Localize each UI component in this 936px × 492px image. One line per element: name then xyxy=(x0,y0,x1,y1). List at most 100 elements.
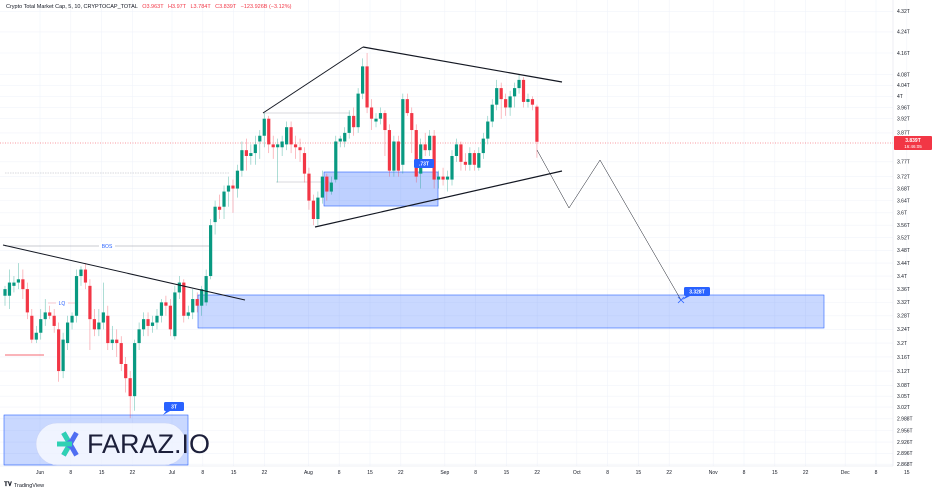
candle-body xyxy=(25,289,29,313)
candle xyxy=(361,58,365,100)
candle-body xyxy=(512,88,517,97)
candle-body xyxy=(481,138,485,154)
tradingview-logo-icon: 𝐓𝐕 xyxy=(4,482,12,488)
candle xyxy=(311,194,316,226)
candle xyxy=(459,141,463,171)
candle-body xyxy=(361,66,365,94)
candle xyxy=(401,93,405,174)
demand-zone-mid[interactable] xyxy=(323,171,439,207)
price-tick-label: 3.05T xyxy=(897,394,910,400)
candle xyxy=(490,99,494,128)
time-tick-label: 22 xyxy=(130,470,136,476)
svg-text:3.328T: 3.328T xyxy=(689,290,705,296)
candle-body xyxy=(70,315,74,323)
price-tick-label: 3.92T xyxy=(897,116,910,122)
price-tick-label: 4.04T xyxy=(897,83,910,89)
price-tick-label: 2.896T xyxy=(897,451,913,457)
candle xyxy=(119,336,123,372)
price-axis[interactable]: 4.32T 4.24T 4.16T 4.08T 4.04T 4T 3.96T 3.92T 3.8… xyxy=(897,9,913,468)
time-tick-label: 15 xyxy=(367,470,373,476)
candle-body xyxy=(253,144,257,154)
candle xyxy=(307,167,311,210)
symbol-legend[interactable]: Crypto Total Market Cap, 5, 10, CRYPTOCA… xyxy=(6,4,291,10)
price-tick-label: 3.44T xyxy=(897,261,910,267)
candle-body xyxy=(356,93,360,128)
tradingview-label: TradingView xyxy=(13,482,45,489)
candle-body xyxy=(173,292,177,337)
price-tick-label: 3.77T xyxy=(897,160,910,166)
candle-body xyxy=(128,378,132,397)
candle-body xyxy=(240,150,244,171)
tradingview-brand[interactable]: 𝐓𝐕 TradingView xyxy=(4,482,44,489)
lq-label: LQ xyxy=(59,301,66,307)
candle xyxy=(450,150,454,186)
candle-body xyxy=(521,79,526,102)
candle-body xyxy=(352,115,356,128)
candle xyxy=(137,322,141,351)
downtrend-line[interactable] xyxy=(2,244,246,301)
time-tick-label: 8 xyxy=(875,470,878,476)
candle xyxy=(535,104,539,158)
bos-label: BOS xyxy=(102,244,113,250)
candle-body xyxy=(325,176,329,192)
candle-body xyxy=(347,115,351,133)
time-axis[interactable]: Jun 8 15 22 Jul 8 15 22 Aug 8 15 22 Sep 8 15 22 Oct 8 15 22… xyxy=(36,470,910,476)
ohlc-close: C3.839T xyxy=(215,4,237,10)
target-x-marker xyxy=(677,296,685,304)
triangle-left-line[interactable] xyxy=(262,46,364,114)
candle xyxy=(25,282,29,320)
candle-body xyxy=(486,121,490,139)
candle xyxy=(253,135,257,165)
candle-body xyxy=(396,141,400,171)
time-tick-label: 8 xyxy=(474,470,477,476)
candle-body xyxy=(3,289,7,296)
candle xyxy=(173,285,177,340)
candle xyxy=(16,263,21,290)
candle-body xyxy=(271,144,275,148)
candle-body xyxy=(517,79,521,89)
candle-body xyxy=(30,315,34,340)
candle xyxy=(79,266,83,286)
price-tick-label: 4.24T xyxy=(897,30,910,36)
candle-body xyxy=(249,153,253,156)
candle xyxy=(61,332,65,379)
candle xyxy=(3,285,7,306)
price-tick-label: 3.87T xyxy=(897,131,910,137)
candle xyxy=(271,135,275,159)
candle-body xyxy=(428,135,432,151)
candle-body xyxy=(92,319,96,330)
time-tick-label: 22 xyxy=(262,470,268,476)
symbol-title: Crypto Total Market Cap, 5, 10, CRYPTOCA… xyxy=(6,4,138,10)
candle xyxy=(334,135,338,183)
grid xyxy=(0,0,908,466)
price-tick-label: 3.4T xyxy=(897,274,907,280)
svg-text:.73T: .73T xyxy=(419,162,429,168)
demand-zone-main[interactable] xyxy=(197,294,825,329)
candle-body xyxy=(508,96,512,108)
candle-body xyxy=(97,322,101,330)
projection-path[interactable] xyxy=(536,149,682,301)
price-tick-label: 3.96T xyxy=(897,105,910,111)
candle xyxy=(39,309,43,340)
candle xyxy=(504,93,508,116)
candle-body xyxy=(124,363,128,379)
price-tick-label: 3.12T xyxy=(897,369,910,375)
current-price: 3.839T xyxy=(905,138,921,144)
price-tick-label: 3.6T xyxy=(897,211,907,217)
time-tick-label: 15 xyxy=(904,470,910,476)
time-tick-label: Jul xyxy=(169,470,175,476)
triangle-upper-line[interactable] xyxy=(362,46,563,83)
time-tick-label: 22 xyxy=(534,470,540,476)
candle-body xyxy=(83,269,88,283)
candle-body xyxy=(526,99,530,102)
candle xyxy=(405,93,409,116)
candle xyxy=(289,121,293,154)
price-tick-label: 3.08T xyxy=(897,383,910,389)
price-tick-label: 3.24T xyxy=(897,327,910,333)
triangle-lower-line[interactable] xyxy=(314,170,563,228)
time-tick-label: 15 xyxy=(99,470,105,476)
candle-body xyxy=(477,153,481,168)
candle-body xyxy=(423,144,427,151)
candle-body xyxy=(401,99,405,165)
